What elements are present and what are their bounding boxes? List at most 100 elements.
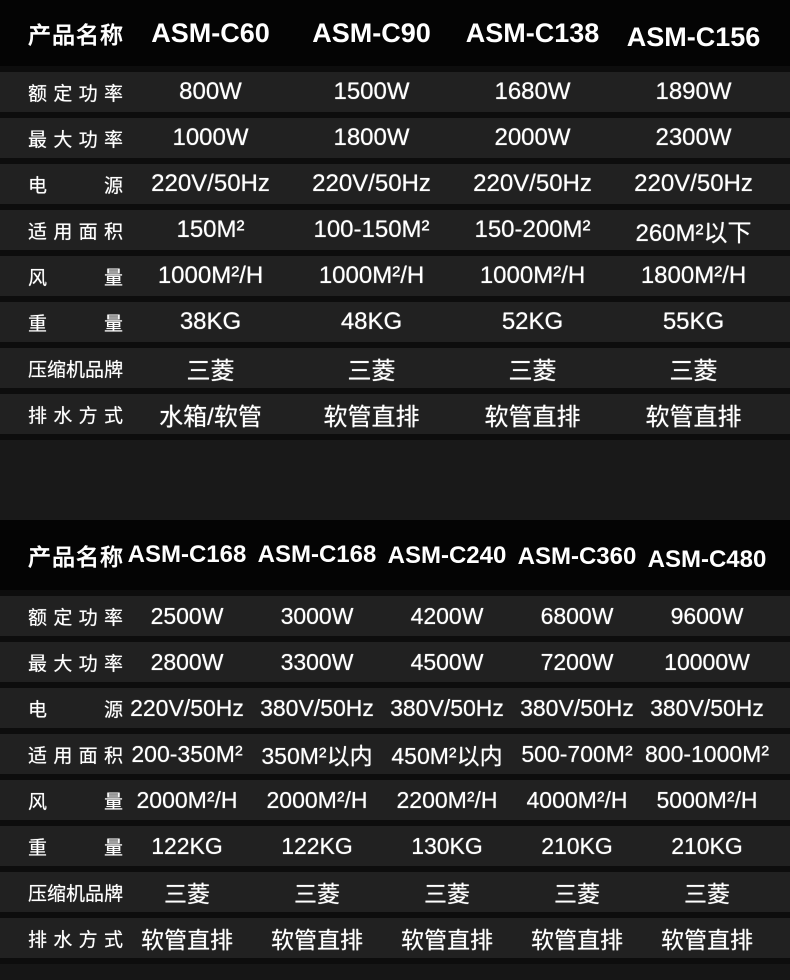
row-label: 适用面积 (28, 221, 123, 243)
spec-value: 三菱 (424, 881, 470, 907)
row-label: 额定功率 (28, 607, 123, 629)
spec-value: 220V/50Hz (473, 170, 592, 197)
model-header-asm-c480: ASM-C480 (647, 546, 767, 573)
spec-value: 2300W (655, 124, 732, 151)
spec-value: 52KG (501, 308, 564, 335)
spec-value: 1890W (655, 78, 732, 105)
spec-value: 38KG (179, 308, 242, 335)
spec-table-1: 产品名称 ASM-C60 ASM-C90 ASM-C138 ASM-C156 额… (0, 0, 790, 434)
spec-value: 三菱 (508, 357, 557, 385)
spec-value: 380V/50Hz (650, 694, 764, 721)
row-label: 最大功率 (28, 129, 123, 151)
table-row-weight: 重量 38KG 48KG 52KG 55KG (0, 302, 790, 342)
model-header-asm-c156: ASM-C156 (626, 21, 761, 52)
spec-value: 1000W (172, 124, 249, 151)
table-row-applicable-area: 适用面积 200-350M² 350M²以内 450M²以内 500-700M²… (0, 734, 790, 774)
spec-value: 450M²以内 (391, 743, 503, 769)
spec-value: 软管直排 (141, 927, 233, 953)
spec-value: 5000M²/H (656, 786, 758, 813)
spec-value: 三菱 (554, 881, 600, 907)
spec-value: 220V/50Hz (634, 170, 753, 197)
spec-value: 1800M²/H (640, 262, 747, 289)
spec-value: 2000M²/H (136, 786, 238, 813)
spec-table-2: 产品名称 ASM-C168 ASM-C168 ASM-C240 ASM-C360… (0, 520, 790, 958)
spec-value: 三菱 (347, 357, 396, 385)
spec-value: 三菱 (294, 881, 340, 907)
table1-header-row: 产品名称 ASM-C60 ASM-C90 ASM-C138 ASM-C156 (0, 0, 790, 66)
spec-value: 1500W (333, 78, 410, 105)
spec-value: 800-1000M² (644, 740, 770, 767)
row-label: 适用面积 (28, 745, 123, 767)
product-name-header: 产品名称 (28, 544, 124, 570)
row-label: 压缩机品牌 (28, 359, 124, 381)
row-label: 电源 (28, 699, 123, 721)
table-row-drainage-method: 排水方式 软管直排 软管直排 软管直排 软管直排 软管直排 (0, 918, 790, 958)
spec-value: 3000W (280, 602, 354, 629)
table-row-max-power: 最大功率 2800W 3300W 4500W 7200W 10000W (0, 642, 790, 682)
spec-value: 1000M²/H (157, 262, 264, 289)
table2-body: 额定功率 2500W 3000W 4200W 6800W 9600W 最大功率 … (0, 590, 790, 958)
spec-value: 380V/50Hz (520, 694, 634, 721)
table-row-power-supply: 电源 220V/50Hz 220V/50Hz 220V/50Hz 220V/50… (0, 164, 790, 204)
spec-value: 48KG (340, 308, 403, 335)
spec-value: 4000M²/H (526, 786, 628, 813)
table-row-weight: 重量 122KG 122KG 130KG 210KG 210KG (0, 826, 790, 866)
model-header-asm-c60: ASM-C60 (151, 17, 270, 48)
table-row-air-volume: 风量 2000M²/H 2000M²/H 2200M²/H 4000M²/H 5… (0, 780, 790, 820)
spec-value: 三菱 (186, 357, 235, 385)
spec-value: 软管直排 (484, 403, 581, 431)
model-header-asm-c240: ASM-C240 (387, 542, 507, 569)
spec-value: 500-700M² (521, 740, 633, 767)
table-row-drainage-method: 排水方式 水箱/软管 软管直排 软管直排 软管直排 (0, 394, 790, 434)
model-header-asm-c138: ASM-C138 (465, 17, 600, 48)
spec-value: 软管直排 (323, 403, 420, 431)
spec-value: 7200W (540, 648, 614, 675)
spec-value: 2000M²/H (266, 786, 368, 813)
spec-value: 200-350M² (131, 740, 243, 767)
spec-value: 260M²以下 (635, 219, 752, 247)
row-label: 压缩机品牌 (28, 883, 124, 905)
spec-value: 3300W (280, 648, 354, 675)
spec-value: 55KG (662, 308, 725, 335)
table-row-rated-power: 额定功率 2500W 3000W 4200W 6800W 9600W (0, 596, 790, 636)
spec-value: 1680W (494, 78, 571, 105)
spec-value: 130KG (411, 832, 483, 859)
spec-value: 软管直排 (645, 403, 742, 431)
spec-value: 1000M²/H (318, 262, 425, 289)
spec-value: 220V/50Hz (130, 694, 244, 721)
spec-value: 800W (179, 78, 242, 105)
spec-value: 380V/50Hz (260, 694, 374, 721)
row-label: 风量 (28, 791, 123, 813)
spec-value: 220V/50Hz (312, 170, 431, 197)
spec-value: 100-150M² (313, 216, 430, 243)
row-label: 额定功率 (28, 83, 123, 105)
table2-header-row: 产品名称 ASM-C168 ASM-C168 ASM-C240 ASM-C360… (0, 520, 790, 590)
spec-value: 122KG (281, 832, 353, 859)
table-row-max-power: 最大功率 1000W 1800W 2000W 2300W (0, 118, 790, 158)
spec-value: 150M² (176, 216, 245, 243)
table-row-applicable-area: 适用面积 150M² 100-150M² 150-200M² 260M²以下 (0, 210, 790, 250)
spec-value: 4500W (410, 648, 484, 675)
row-label: 排水方式 (28, 929, 123, 951)
spec-value: 210KG (671, 832, 743, 859)
spec-value: 122KG (151, 832, 223, 859)
spec-value: 2000W (494, 124, 571, 151)
row-label: 风量 (28, 267, 123, 289)
spec-value: 210KG (541, 832, 613, 859)
row-label: 排水方式 (28, 405, 123, 427)
spec-value: 三菱 (684, 881, 730, 907)
product-name-header: 产品名称 (28, 22, 124, 48)
table-row-compressor-brand: 压缩机品牌 三菱 三菱 三菱 三菱 (0, 348, 790, 388)
bottom-strip (0, 964, 790, 980)
spec-value: 三菱 (164, 881, 210, 907)
table-row-rated-power: 额定功率 800W 1500W 1680W 1890W (0, 72, 790, 112)
spec-value: 350M²以内 (261, 743, 373, 769)
model-header-asm-c168a: ASM-C168 (127, 541, 247, 568)
row-label: 重量 (28, 313, 123, 335)
spec-value: 10000W (664, 648, 750, 675)
model-header-asm-c168b: ASM-C168 (257, 541, 377, 568)
spec-value: 软管直排 (401, 927, 493, 953)
spec-value: 380V/50Hz (390, 694, 504, 721)
spec-value: 2800W (150, 648, 224, 675)
spec-value: 6800W (540, 602, 614, 629)
